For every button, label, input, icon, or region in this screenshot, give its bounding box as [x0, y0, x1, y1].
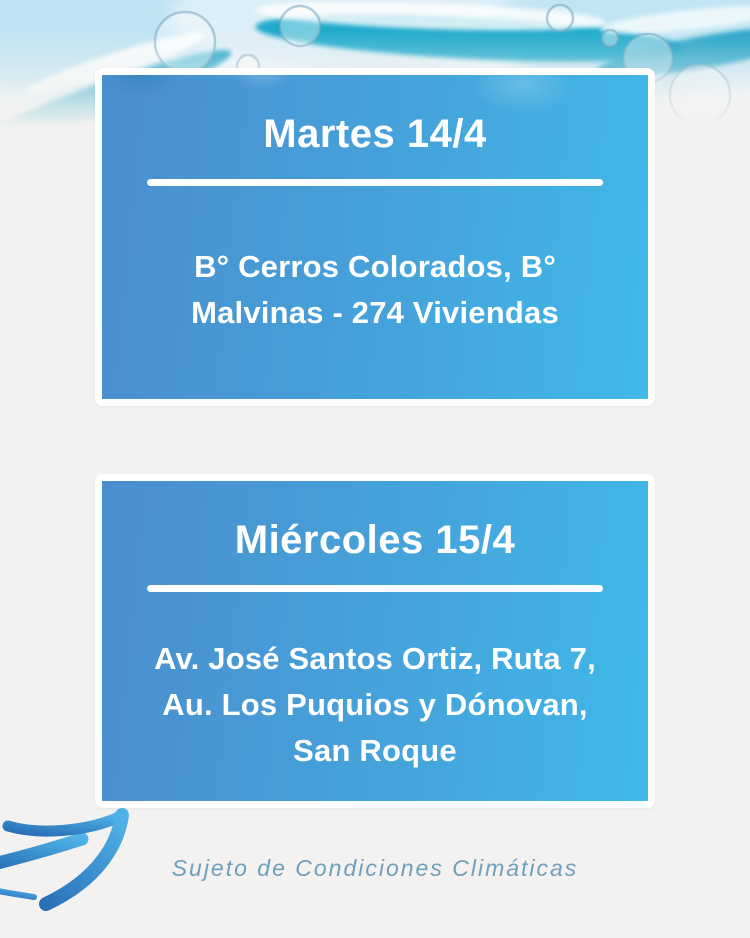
card-title: Miércoles 15/4 — [234, 518, 516, 562]
card-body-line: B° Cerros Colorados, B° — [194, 249, 556, 284]
schedule-card-miercoles: Miércoles 15/4 Av. José Santos Ortiz, Ru… — [95, 474, 655, 808]
arrow-swoosh-icon — [0, 808, 129, 911]
footer-note: Sujeto de Condiciones Climáticas — [171, 855, 579, 881]
card-body: B° Cerros Colorados, B° Malvinas - 274 V… — [102, 244, 648, 336]
card-body-line: Au. Los Puquios y Dónovan, — [162, 687, 588, 722]
card-divider — [147, 585, 603, 592]
card-body-line: Malvinas - 274 Viviendas — [191, 295, 559, 330]
card-divider — [147, 179, 603, 186]
card-body-line: Av. José Santos Ortiz, Ruta 7, — [154, 641, 596, 676]
schedule-card-martes: Martes 14/4 B° Cerros Colorados, B° Malv… — [95, 68, 655, 406]
card-body: Av. José Santos Ortiz, Ruta 7, Au. Los P… — [102, 636, 648, 774]
card-body-line: San Roque — [293, 733, 457, 768]
card-title: Martes 14/4 — [263, 112, 487, 156]
